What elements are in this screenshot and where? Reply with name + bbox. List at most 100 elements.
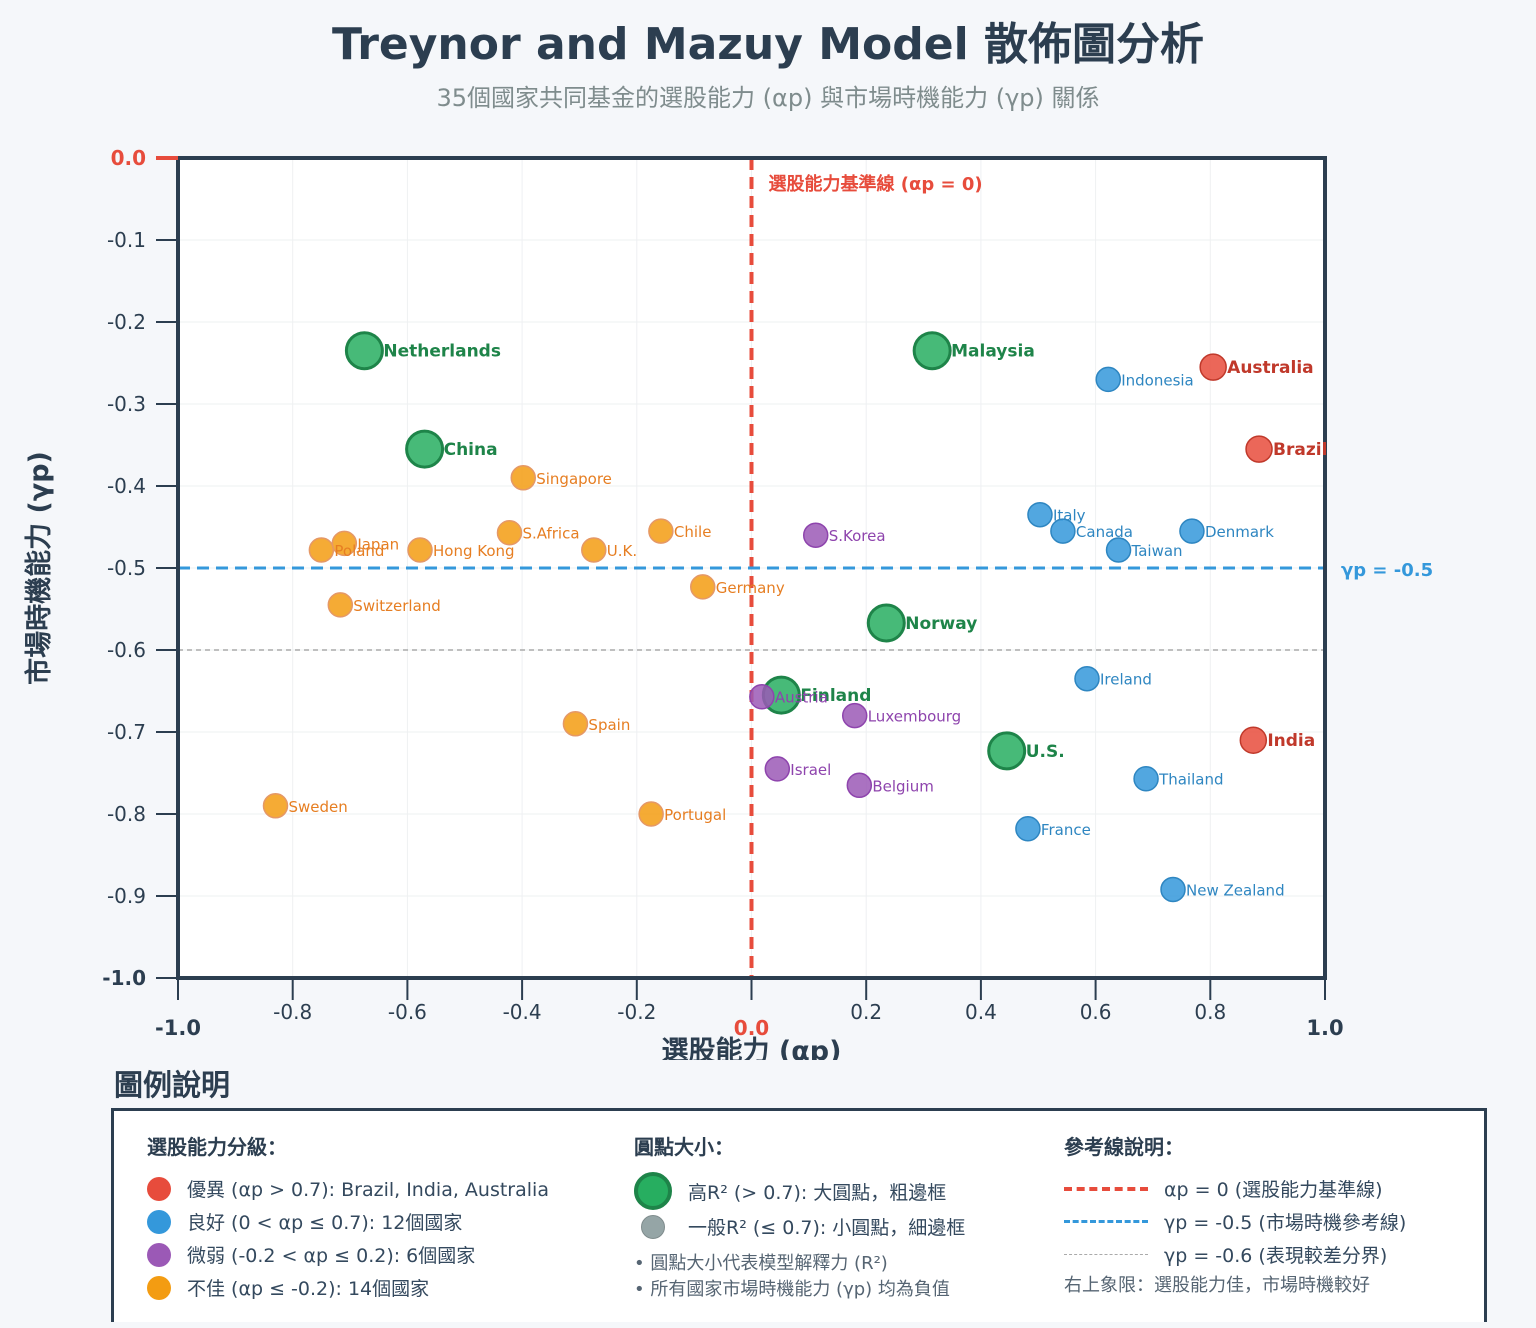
point-switzerland (327, 592, 354, 618)
point-label-belgium: Belgium (872, 777, 934, 795)
point-label-austria: Austria (775, 689, 828, 707)
legend-heading: 圖例說明 (114, 1068, 231, 1102)
point-thailand (1133, 765, 1159, 792)
alpha-reference-label: 選股能力基準線 (αp = 0) (769, 173, 983, 195)
point-label-chile: Chile (674, 523, 712, 541)
point-label-switzerland: Switzerland (353, 597, 441, 615)
point-label-u-k: U.K. (607, 542, 637, 560)
legend-alpha-levels: 選股能力分級： 優異 (αp > 0.7): Brazil, India, Au… (147, 1131, 549, 1304)
legend-box: 選股能力分級： 優異 (αp > 0.7): Brazil, India, Au… (111, 1108, 1487, 1322)
x-tick-label: -0.6 (388, 1000, 427, 1024)
legend-label-good: 良好 (0 < αp ≤ 0.7): 12個國家 (187, 1212, 463, 1234)
legend-note-gamma: • 所有國家市場時機能力 (γp) 均為負值 (634, 1279, 950, 1300)
legend-item-gray-line: γp = -0.6 (表現較差分界) (1064, 1238, 1406, 1271)
point-label-india: India (1267, 731, 1315, 751)
legend-label-gamma-line: γp = -0.5 (市場時機參考線) (1164, 1212, 1407, 1234)
point-sweden (262, 793, 289, 819)
x-tick-label: 0.4 (965, 1000, 997, 1024)
legend-item-high-r2: 高R² (> 0.7): 大圓點，粗邊框 (634, 1172, 965, 1210)
gamma-reference-label: γp = -0.5 (1341, 560, 1433, 581)
legend-dot-good (147, 1209, 171, 1234)
point-label-denmark: Denmark (1205, 523, 1274, 541)
legend-item-poor: 不佳 (αp ≤ -0.2): 14個國家 (147, 1271, 549, 1304)
point-china (405, 429, 445, 469)
point-japan (331, 530, 358, 557)
point-malaysia (912, 331, 952, 371)
point-label-poland: Poland (334, 542, 384, 560)
point-label-s-africa: S.Africa (522, 525, 579, 543)
point-label-taiwan: Taiwan (1131, 542, 1183, 560)
legend-red-dash-line (1064, 1186, 1148, 1191)
legend-gray-dash-line (1064, 1254, 1148, 1255)
x-tick-label: -0.4 (503, 1000, 542, 1024)
point-portugal (638, 801, 664, 827)
y-tick-label: -1.0 (102, 966, 146, 990)
y-tick-label: -0.5 (107, 556, 146, 580)
point-label-thailand: Thailand (1158, 771, 1223, 789)
point-poland (308, 537, 335, 563)
y-tick-label: -0.6 (107, 638, 146, 662)
legend-dot-poor (147, 1275, 171, 1300)
legend-blue-dash-line (1064, 1220, 1148, 1223)
point-label-finland: Finland (800, 686, 871, 706)
point-label-new-zealand: New Zealand (1186, 881, 1285, 899)
point-austria (749, 683, 775, 710)
point-label-hong-kong: Hong Kong (433, 542, 515, 560)
x-tick-label: 1.0 (1306, 1016, 1343, 1040)
point-germany (690, 574, 716, 600)
legend-dot-small (641, 1214, 665, 1239)
point-label-u-s: U.S. (1026, 742, 1065, 762)
x-tick-label: -0.8 (273, 1000, 312, 1024)
x-tick-label: -1.0 (155, 1016, 201, 1040)
point-israel (764, 756, 791, 782)
point-italy (1027, 501, 1053, 528)
y-tick-label: -0.2 (107, 310, 146, 334)
point-label-singapore: Singapore (536, 470, 612, 488)
point-label-germany: Germany (716, 579, 785, 597)
point-singapore (510, 465, 536, 491)
point-label-luxembourg: Luxembourg (868, 708, 962, 726)
point-label-brazil: Brazil (1273, 440, 1327, 460)
y-tick-label: -0.9 (107, 884, 146, 908)
y-tick-label: -0.8 (107, 802, 146, 826)
point-label-israel: Israel (790, 761, 831, 779)
point-belgium (846, 772, 873, 799)
point-indonesia (1095, 366, 1121, 393)
legend-ref-title: 參考線說明： (1064, 1135, 1184, 1159)
point-taiwan (1105, 537, 1132, 563)
legend-dot-excellent (147, 1176, 171, 1201)
point-australia (1199, 353, 1227, 381)
legend-item-weak: 微弱 (-0.2 < αp ≤ 0.2): 6個國家 (147, 1238, 549, 1271)
point-new-zealand (1160, 876, 1186, 903)
point-luxembourg (841, 702, 868, 729)
x-tick-label: -0.2 (617, 1000, 656, 1024)
point-u-s (987, 731, 1027, 771)
point-u-k (581, 537, 607, 563)
point-ireland (1074, 665, 1100, 692)
legend-size-title: 圓點大小： (634, 1135, 734, 1159)
legend-dot-weak (147, 1242, 171, 1267)
point-label-portugal: Portugal (664, 806, 726, 824)
y-tick-label: 0.0 (111, 146, 146, 170)
y-tick-label: -0.4 (107, 474, 146, 498)
legend-alpha-title: 選股能力分級： (147, 1135, 287, 1159)
point-netherlands (344, 331, 384, 371)
point-hong-kong (407, 537, 433, 563)
legend-item-gamma-line: γp = -0.5 (市場時機參考線) (1064, 1205, 1406, 1238)
x-tick-label: 0.0 (734, 1016, 769, 1040)
y-tick-label: -0.3 (107, 392, 146, 416)
point-chile (648, 518, 674, 544)
point-brazil (1245, 435, 1273, 463)
point-canada (1050, 518, 1076, 544)
legend-note-r2: • 圓點大小代表模型解釋力 (R²) (634, 1253, 888, 1274)
legend-label-poor: 不佳 (αp ≤ -0.2): 14個國家 (187, 1278, 430, 1300)
point-label-france: France (1041, 821, 1091, 839)
point-label-sweden: Sweden (288, 798, 347, 816)
point-norway (866, 603, 906, 643)
legend-label-excellent: 優異 (αp > 0.7): Brazil, India, Australia (187, 1179, 549, 1201)
point-s-africa (496, 519, 523, 546)
point-label-norway: Norway (905, 614, 977, 634)
legend-label-alpha-line: αp = 0 (選股能力基準線) (1164, 1179, 1383, 1201)
chart-title: Treynor and Mazuy Model 散佈圖分析 (332, 19, 1204, 70)
x-tick-label: 0.8 (1194, 1000, 1226, 1024)
